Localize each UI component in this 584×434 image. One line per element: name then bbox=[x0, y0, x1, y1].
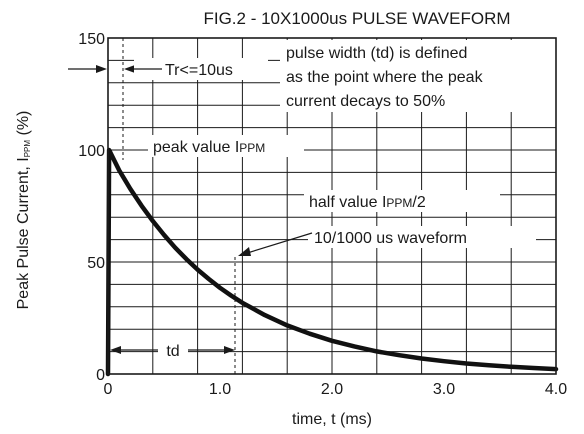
td-left-arrowhead bbox=[110, 346, 121, 354]
rise-time-label: Tr<=10us bbox=[165, 62, 233, 79]
plot-frame bbox=[107, 37, 557, 375]
td-annotation: td bbox=[110, 257, 236, 374]
x-tick-label: 3.0 bbox=[433, 381, 455, 398]
waveform-label-bg bbox=[308, 226, 536, 248]
y-axis-label: Peak Pulse Current, IPPM (%) bbox=[15, 111, 32, 310]
pulse-width-note-bg bbox=[280, 40, 560, 112]
x-axis-label: time, t (ms) bbox=[292, 411, 372, 428]
y-tick-label: 100 bbox=[78, 143, 105, 160]
rise-time-label-bg bbox=[134, 58, 268, 80]
peak-value-label: peak value IPPM bbox=[153, 139, 265, 156]
pulse-width-note: pulse width (td) is defined as the point… bbox=[286, 45, 487, 110]
waveform-curve bbox=[105, 147, 559, 377]
x-tick-label: 2.0 bbox=[321, 381, 343, 398]
rise-time-right-arrowhead bbox=[124, 65, 135, 73]
x-tick-label: 1.0 bbox=[209, 381, 231, 398]
y-tick-label: 50 bbox=[87, 255, 105, 272]
y-tick-label: 0 bbox=[96, 367, 105, 384]
td-label-bg bbox=[158, 341, 188, 361]
x-tick-label: 4.0 bbox=[545, 381, 567, 398]
tick-labels: 0 1.0 2.0 3.0 4.0 0 50 100 150 bbox=[78, 31, 567, 398]
peak-label-bg bbox=[148, 135, 304, 157]
y-tick-label: 150 bbox=[78, 31, 105, 48]
x-tick-label: 0 bbox=[104, 381, 113, 398]
chart-title: FIG.2 - 10X1000us PULSE WAVEFORM bbox=[203, 9, 510, 28]
rise-time-annotation: Tr<=10us bbox=[68, 38, 268, 160]
td-right-arrowhead bbox=[224, 346, 235, 354]
half-value-label: half value IPPM/2 bbox=[309, 194, 426, 211]
waveform-pointer-line bbox=[243, 232, 313, 255]
rise-time-left-arrowhead bbox=[96, 65, 107, 73]
half-label-bg bbox=[304, 190, 500, 212]
td-label: td bbox=[166, 343, 179, 360]
waveform-label: 10/1000 us waveform bbox=[314, 230, 467, 247]
waveform-pointer-arrowhead bbox=[238, 247, 251, 256]
